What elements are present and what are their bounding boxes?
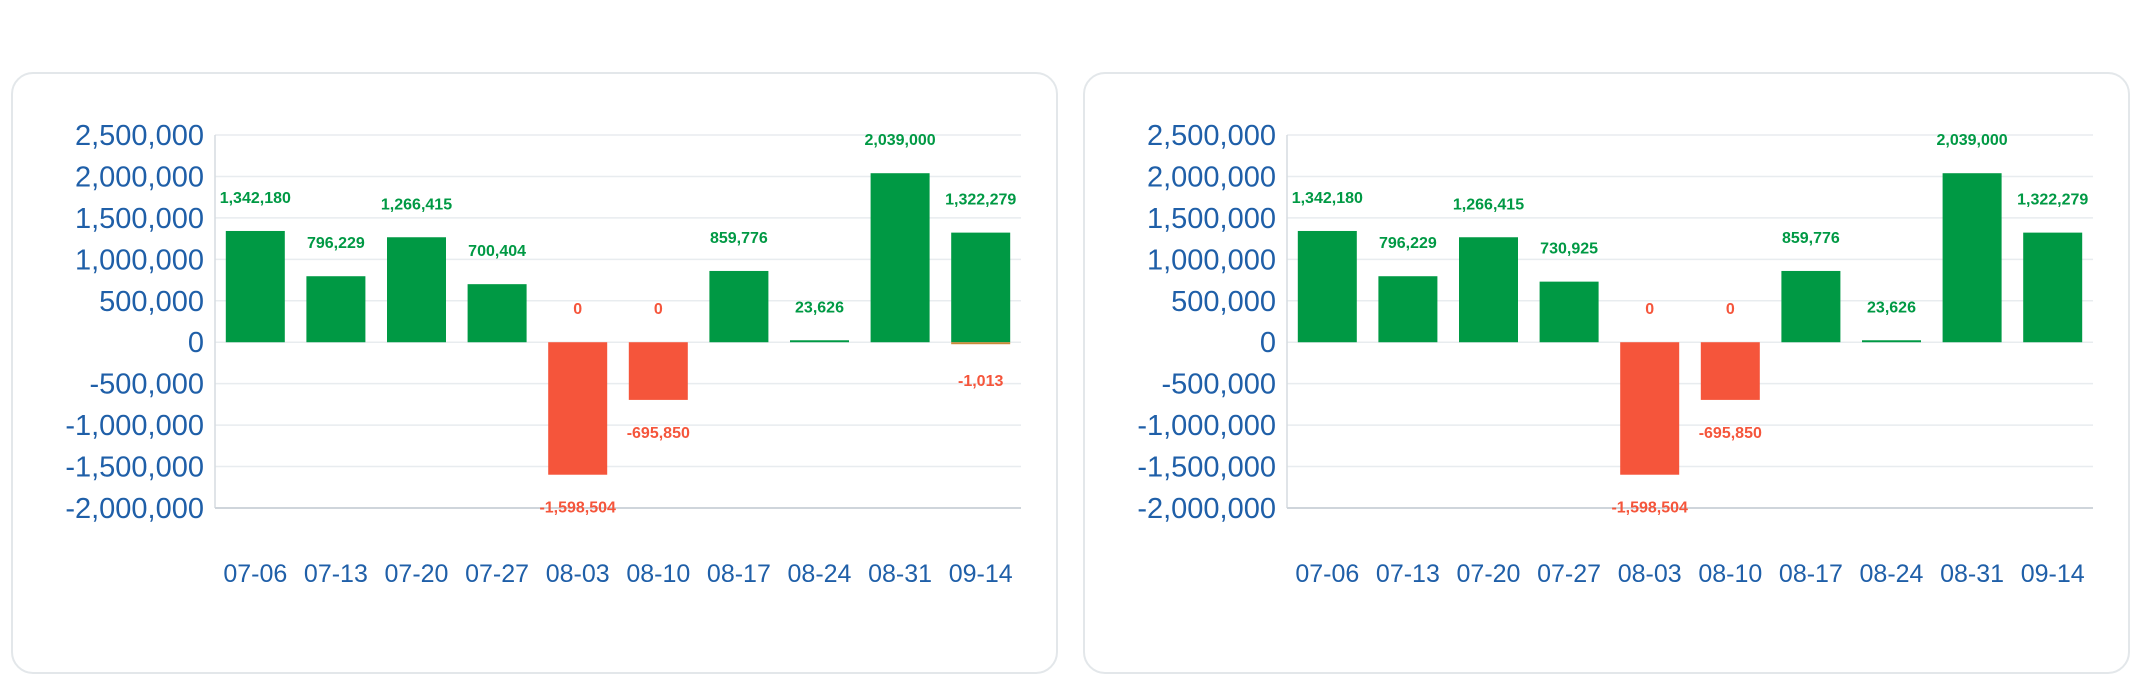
x-tick-label: 07-13	[304, 560, 368, 588]
zero-data-label: 0	[573, 301, 582, 318]
data-label: 2,039,000	[1937, 132, 2008, 149]
x-tick-label: 07-06	[223, 560, 287, 588]
y-tick-label: -500,000	[90, 369, 205, 401]
x-tick-label: 09-14	[949, 560, 1013, 588]
y-tick-label: 500,000	[99, 286, 204, 318]
data-label: 1,342,180	[220, 190, 291, 207]
chart-panel-right: 2,500,000 2,000,000 1,500,000 1,000,000 500,…	[1083, 72, 2130, 674]
y-tick-label: 1,000,000	[75, 244, 204, 276]
x-tick-label: 07-13	[1376, 560, 1440, 588]
x-tick-label: 08-24	[1860, 560, 1924, 588]
bar-07-13	[306, 276, 366, 343]
data-label: 1,322,279	[2017, 192, 2088, 209]
x-tick-label: 07-20	[385, 560, 449, 588]
data-label: 1,266,415	[381, 196, 452, 213]
x-tick-label: 08-10	[1698, 560, 1762, 588]
data-label: 2,039,000	[865, 132, 936, 149]
bar-08-24	[790, 340, 849, 343]
y-tick-label: 0	[1260, 327, 1276, 359]
data-label: 1,266,415	[1453, 196, 1524, 213]
x-tick-label: 07-27	[1537, 560, 1601, 588]
bar-09-14	[951, 232, 1011, 343]
x-tick-label: 08-03	[546, 560, 610, 588]
y-tick-label: 2,500,000	[1147, 120, 1276, 152]
x-tick-label: 08-31	[868, 560, 932, 588]
bar-07-27	[467, 284, 527, 343]
zero-data-label: 0	[1726, 301, 1735, 318]
data-label: 23,626	[1867, 299, 1916, 316]
chart-panel-left: 2,500,000 2,000,000 1,500,000 1,000,000 500,…	[11, 72, 1058, 674]
x-tick-label: 08-17	[1779, 560, 1843, 588]
data-label: 23,626	[795, 299, 844, 316]
y-tick-label: -500,000	[1162, 369, 1277, 401]
bar-chart-right: 2,500,000 2,000,000 1,500,000 1,000,000 500,…	[1137, 120, 2093, 588]
data-label: -695,850	[627, 425, 690, 442]
bar-08-31	[870, 173, 930, 343]
bar-08-17	[709, 270, 769, 343]
bar-08-03	[548, 342, 608, 475]
y-tick-label: -1,500,000	[65, 452, 204, 484]
zero-data-label: 0	[654, 301, 663, 318]
y-tick-label: 500,000	[1171, 286, 1276, 318]
data-label: 1,342,180	[1292, 190, 1363, 207]
bar-07-06	[1297, 230, 1357, 343]
y-tick-label: 1,000,000	[1147, 244, 1276, 276]
x-tick-label: 08-31	[1940, 560, 2004, 588]
zero-data-label: 0	[1645, 301, 1654, 318]
data-label: -1,598,504	[1611, 500, 1688, 517]
x-tick-label: 08-24	[788, 560, 852, 588]
x-tick-label: 07-06	[1295, 560, 1359, 588]
y-tick-label: 1,500,000	[75, 203, 204, 235]
bar-08-10	[628, 342, 688, 400]
data-label: -695,850	[1699, 425, 1762, 442]
data-label: 859,776	[710, 230, 768, 247]
y-tick-label: 0	[188, 327, 204, 359]
y-tick-label: -1,000,000	[65, 410, 204, 442]
y-tick-label: -2,000,000	[1137, 493, 1276, 525]
bar-08-03	[1620, 342, 1680, 475]
data-label: -1,598,504	[539, 500, 616, 517]
bar-08-24	[1862, 340, 1921, 343]
bar-07-06	[225, 230, 285, 343]
x-tick-label: 07-27	[465, 560, 529, 588]
y-tick-label: -1,500,000	[1137, 452, 1276, 484]
bar-07-13	[1378, 276, 1438, 343]
x-tick-label: 08-03	[1618, 560, 1682, 588]
y-tick-label: 1,500,000	[1147, 203, 1276, 235]
data-label: 730,925	[1540, 241, 1598, 258]
secondary-bar-09-14	[951, 342, 1011, 345]
x-tick-label: 08-10	[626, 560, 690, 588]
data-label: 859,776	[1782, 230, 1840, 247]
bar-chart-left: 2,500,000 2,000,000 1,500,000 1,000,000 500,…	[65, 120, 1021, 588]
bar-08-10	[1700, 342, 1760, 400]
bar-08-17	[1781, 270, 1841, 343]
secondary-data-label: -1,013	[958, 373, 1003, 390]
y-tick-label: 2,000,000	[1147, 161, 1276, 193]
data-label: 1,322,279	[945, 192, 1016, 209]
x-tick-label: 08-17	[707, 560, 771, 588]
y-tick-label: -1,000,000	[1137, 410, 1276, 442]
bar-08-31	[1942, 173, 2002, 343]
bar-09-14	[2023, 232, 2083, 343]
bar-07-20	[387, 237, 446, 343]
bar-07-27	[1539, 281, 1599, 343]
y-tick-label: 2,500,000	[75, 120, 204, 152]
x-tick-label: 09-14	[2021, 560, 2085, 588]
x-tick-label: 07-20	[1457, 560, 1521, 588]
data-label: 700,404	[468, 243, 526, 260]
data-label: 796,229	[1379, 235, 1437, 252]
data-label: 796,229	[307, 235, 365, 252]
bar-07-20	[1459, 237, 1518, 343]
y-tick-label: 2,000,000	[75, 161, 204, 193]
y-tick-label: -2,000,000	[65, 493, 204, 525]
